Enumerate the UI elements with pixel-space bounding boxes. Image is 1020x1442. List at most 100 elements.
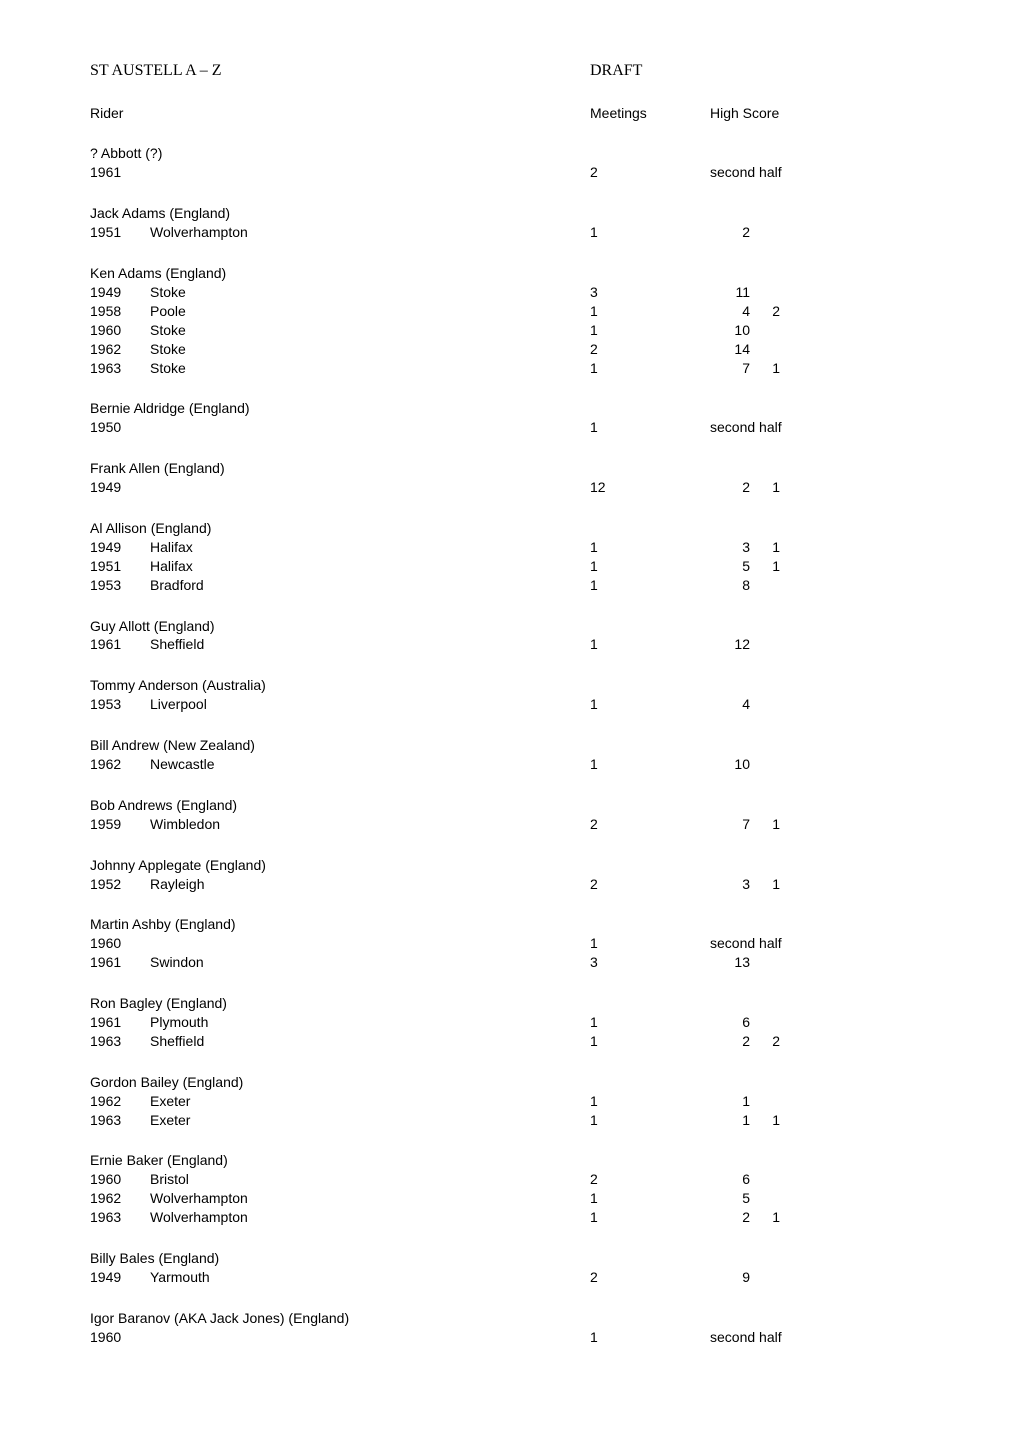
high-score-bonus: 1: [750, 359, 780, 378]
year: 1951: [90, 223, 150, 242]
meetings: 1: [590, 635, 710, 654]
club: Halifax: [150, 557, 590, 576]
year: 1962: [90, 340, 150, 359]
high-score-bonus: [750, 1170, 780, 1189]
high-score-text: second half: [710, 163, 850, 182]
high-score: 2: [710, 478, 750, 497]
club: Wolverhampton: [150, 1189, 590, 1208]
meetings: 2: [590, 1268, 710, 1287]
season-row: 1962Exeter11: [90, 1092, 930, 1111]
column-headers: Rider Meetings High Score: [90, 104, 930, 123]
high-score-bonus: [750, 635, 780, 654]
rider-entry: Ron Bagley (England)1961Plymouth161963Sh…: [90, 994, 930, 1051]
meetings: 3: [590, 283, 710, 302]
meetings: 1: [590, 302, 710, 321]
high-score-bonus: [750, 576, 780, 595]
entries-list: ? Abbott (?)19612second halfJack Adams (…: [90, 144, 930, 1346]
page-header: ST AUSTELL A – Z DRAFT: [90, 60, 930, 82]
meetings: 1: [590, 359, 710, 378]
rider-entry: Frank Allen (England)19491221: [90, 459, 930, 497]
club: [150, 163, 590, 182]
rider-entry: Tommy Anderson (Australia)1953Liverpool1…: [90, 676, 930, 714]
club: Wimbledon: [150, 815, 590, 834]
year: 1961: [90, 953, 150, 972]
season-row: 1949Stoke311: [90, 283, 930, 302]
rider-name: Gordon Bailey (England): [90, 1073, 930, 1092]
rider-name: Billy Bales (England): [90, 1249, 930, 1268]
year: 1952: [90, 875, 150, 894]
high-score-text: second half: [710, 1328, 850, 1347]
rider-entry: Ken Adams (England)1949Stoke3111958Poole…: [90, 264, 930, 377]
rider-entry: Gordon Bailey (England)1962Exeter111963E…: [90, 1073, 930, 1130]
year: 1958: [90, 302, 150, 321]
rider-entry: Bernie Aldridge (England)19501second hal…: [90, 399, 930, 437]
meetings: 2: [590, 815, 710, 834]
season-row: 1961Plymouth16: [90, 1013, 930, 1032]
high-score-bonus: [750, 223, 780, 242]
rider-entry: ? Abbott (?)19612second half: [90, 144, 930, 182]
high-score-bonus: 1: [750, 1208, 780, 1227]
meetings: 1: [590, 1189, 710, 1208]
year: 1963: [90, 1032, 150, 1051]
high-score: 1: [710, 1092, 750, 1111]
high-score-bonus: 1: [750, 538, 780, 557]
meetings: 1: [590, 755, 710, 774]
high-score: 9: [710, 1268, 750, 1287]
high-score: 14: [710, 340, 750, 359]
year: 1963: [90, 359, 150, 378]
year: 1949: [90, 538, 150, 557]
high-score-text: second half: [710, 418, 850, 437]
rider-name: Tommy Anderson (Australia): [90, 676, 930, 695]
meetings: 1: [590, 223, 710, 242]
meetings: 1: [590, 321, 710, 340]
rider-entry: Igor Baranov (AKA Jack Jones) (England)1…: [90, 1309, 930, 1347]
meetings: 1: [590, 557, 710, 576]
high-score: 8: [710, 576, 750, 595]
club: [150, 418, 590, 437]
season-row: 1963Wolverhampton121: [90, 1208, 930, 1227]
season-row: 19612second half: [90, 163, 930, 182]
meetings: 1: [590, 1013, 710, 1032]
high-score: 3: [710, 538, 750, 557]
year: 1960: [90, 321, 150, 340]
high-score: 4: [710, 302, 750, 321]
high-score-bonus: [750, 1013, 780, 1032]
high-score-bonus: [750, 755, 780, 774]
year: 1963: [90, 1111, 150, 1130]
high-score: 5: [710, 557, 750, 576]
high-score-text: second half: [710, 934, 850, 953]
club: Exeter: [150, 1111, 590, 1130]
club: [150, 934, 590, 953]
club: Poole: [150, 302, 590, 321]
season-row: 19601second half: [90, 1328, 930, 1347]
season-row: 1949Yarmouth29: [90, 1268, 930, 1287]
club: Wolverhampton: [150, 223, 590, 242]
meetings: 12: [590, 478, 710, 497]
rider-entry: Ernie Baker (England)1960Bristol261962Wo…: [90, 1151, 930, 1227]
club: [150, 1328, 590, 1347]
meetings: 1: [590, 934, 710, 953]
high-score-bonus: 1: [750, 1111, 780, 1130]
page-title: ST AUSTELL A – Z: [90, 60, 590, 82]
col-meetings: Meetings: [590, 104, 710, 123]
rider-name: ? Abbott (?): [90, 144, 930, 163]
season-row: 1959Wimbledon271: [90, 815, 930, 834]
season-row: 1953Bradford18: [90, 576, 930, 595]
rider-name: Ernie Baker (England): [90, 1151, 930, 1170]
meetings: 3: [590, 953, 710, 972]
meetings: 1: [590, 1092, 710, 1111]
high-score: 6: [710, 1170, 750, 1189]
high-score: 4: [710, 695, 750, 714]
high-score: 7: [710, 359, 750, 378]
season-row: 1960Stoke110: [90, 321, 930, 340]
rider-name: Bob Andrews (England): [90, 796, 930, 815]
season-row: 1963Sheffield122: [90, 1032, 930, 1051]
high-score-bonus: 1: [750, 875, 780, 894]
club: Exeter: [150, 1092, 590, 1111]
club: Newcastle: [150, 755, 590, 774]
rider-entry: Al Allison (England)1949Halifax1311951Ha…: [90, 519, 930, 595]
rider-name: Bernie Aldridge (England): [90, 399, 930, 418]
club: Stoke: [150, 321, 590, 340]
meetings: 1: [590, 418, 710, 437]
season-row: 1953Liverpool14: [90, 695, 930, 714]
